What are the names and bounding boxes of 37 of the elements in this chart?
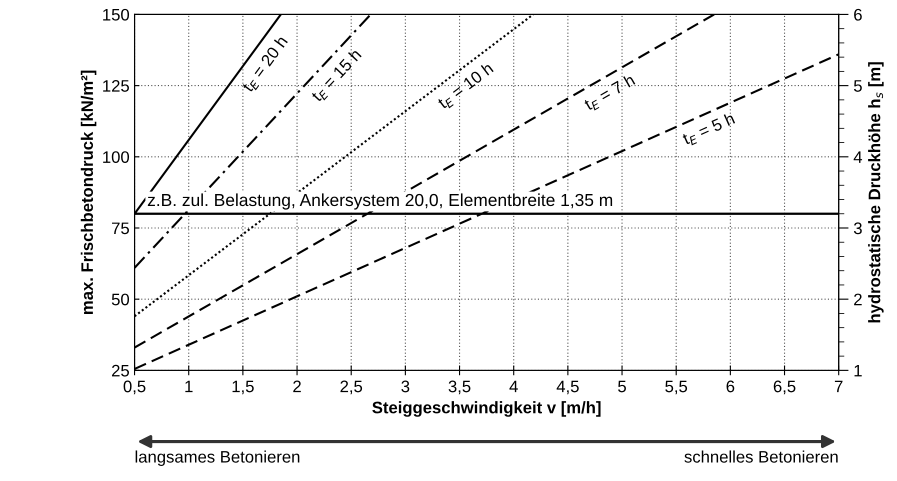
ref-line-label: z.B. zul. Belastung, Ankersystem 20,0, Elementbreite 1,35 m [148, 193, 612, 210]
x-tick-label: 5,5 [665, 380, 688, 394]
y2-tick-label: 1 [854, 364, 862, 376]
x-tick-label: 1,5 [232, 380, 254, 394]
x-tick-label: 7 [834, 380, 842, 392]
x-tick-label: 3 [401, 380, 410, 392]
x-tick-label: 2 [293, 380, 301, 392]
text: t$_{E}$ = 5 h [681, 112, 736, 148]
x-tick-label: 6,5 [774, 380, 796, 394]
y-tick-label: 150 [103, 8, 130, 21]
text: t$_{E}$ = 15 h [310, 48, 364, 104]
y2-axis-title: hydrostatische Druckhöhe h$_{s}$ [m] [868, 62, 884, 322]
y2-tick-label: 6 [854, 8, 862, 21]
x-tick-label: 4,5 [556, 380, 579, 394]
y-tick-label: 25 [112, 364, 129, 377]
y-tick-label: 125 [103, 80, 129, 92]
x-tick-label: 6 [726, 380, 734, 392]
x-tick-label: 5 [618, 380, 626, 392]
y2-tick-label: 5 [854, 80, 862, 92]
text: schnelles Betonieren [684, 450, 838, 463]
y-tick-label: 75 [112, 222, 129, 234]
y2-tick-label: 3 [854, 222, 862, 234]
x-tick-label: 1 [185, 380, 193, 392]
x-tick-label: 3,5 [448, 380, 470, 394]
x-axis-title: Steiggeschwindigkeit v [m/h] [372, 401, 601, 417]
x-tick-label: 0,5 [124, 380, 146, 394]
y-tick-label: 50 [112, 294, 130, 306]
text: t$_{E}$ = 10 h [436, 62, 496, 112]
y-axis-title: max. Frischbetondruck [kN/m²] [80, 70, 96, 314]
text: t$_{E}$ = 20 h [240, 34, 290, 94]
x-tick-label: 2,5 [340, 380, 362, 394]
y-tick-label: 100 [103, 151, 130, 164]
text: t$_{E}$ = 7 h [582, 73, 637, 113]
x-tick-label: 4 [509, 380, 518, 392]
text: langsames Betonieren [136, 450, 300, 466]
y2-tick-label: 4 [854, 151, 862, 163]
y2-tick-label: 2 [854, 294, 862, 306]
